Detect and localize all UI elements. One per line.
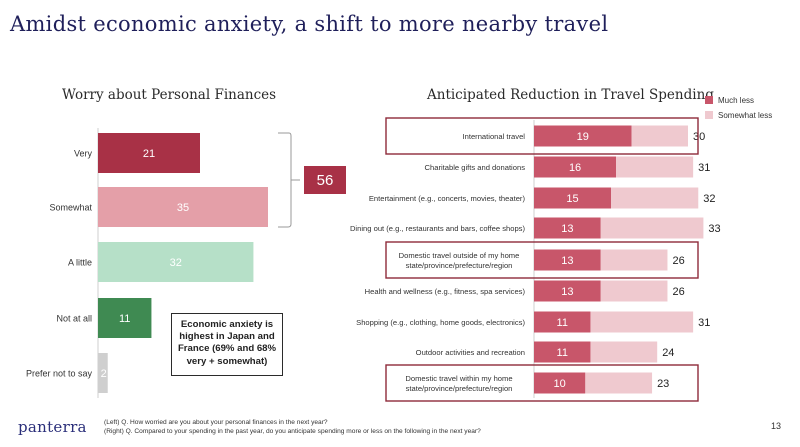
legend-label-much-less: Much less [718, 96, 754, 105]
left-category-label: Not at all [56, 314, 92, 324]
much-less-bar [534, 280, 601, 302]
much-less-value-label: 13 [561, 255, 573, 267]
callout-line: France (69% and 68% [177, 343, 277, 355]
somewhat-less-bar [600, 249, 668, 271]
callout-box: Economic anxiety is highest in Japan and… [171, 313, 283, 376]
total-value-label: 32 [703, 193, 715, 205]
left-bar-value-label: 21 [143, 148, 155, 160]
right-category-label: state/province/prefecture/region [406, 261, 513, 270]
total-value-label: 26 [672, 286, 684, 298]
right-category-label: Entertainment (e.g., concerts, movies, t… [369, 194, 526, 203]
much-less-bar [534, 187, 611, 209]
much-less-value-label: 16 [569, 162, 581, 174]
somewhat-less-bar [590, 311, 694, 333]
left-category-label: Somewhat [49, 203, 92, 213]
somewhat-less-bar [616, 156, 694, 178]
legend-swatch-much-less [705, 96, 713, 104]
much-less-value-label: 10 [554, 378, 566, 390]
left-chart-title: Worry about Personal Finances [62, 87, 277, 103]
right-category-label: Domestic travel within my home [405, 374, 512, 383]
total-value-label: 24 [662, 347, 674, 359]
total-value-label: 26 [672, 255, 684, 267]
right-category-label: Charitable gifts and donations [425, 163, 526, 172]
much-less-bar [534, 311, 591, 333]
right-category-label: Domestic travel outside of my home [399, 251, 520, 260]
somewhat-less-bar [590, 341, 658, 363]
callout-line: highest in Japan and [179, 331, 275, 343]
highlight-box [385, 241, 699, 279]
left-bar-value-label: 35 [177, 202, 189, 214]
bracket-total-box [304, 166, 346, 194]
left-category-label: A little [68, 258, 92, 268]
right-category-label: state/province/prefecture/region [406, 384, 513, 393]
right-chart-title: Anticipated Reduction in Travel Spending [427, 87, 714, 103]
much-less-bar [534, 217, 601, 239]
somewhat-less-bar [600, 217, 704, 239]
total-value-label: 30 [693, 131, 705, 143]
total-value-label: 23 [657, 378, 669, 390]
much-less-value-label: 13 [561, 286, 573, 298]
footnote-right: (Right) Q. Compared to your spending in … [104, 428, 481, 435]
somewhat-less-bar [611, 187, 699, 209]
legend-label-somewhat-less: Somewhat less [718, 111, 772, 120]
highlight-box [385, 364, 699, 402]
much-less-bar [534, 156, 617, 178]
left-bar [98, 242, 254, 282]
left-bar [98, 187, 268, 227]
somewhat-less-bar [631, 125, 688, 147]
callout-line: Economic anxiety is [180, 319, 274, 330]
much-less-value-label: 11 [557, 347, 568, 359]
much-less-bar [534, 341, 591, 363]
right-category-label: International travel [463, 132, 526, 141]
footnote-left: (Left) Q. How worried are you about your… [104, 419, 328, 426]
left-category-label: Very [74, 149, 93, 159]
left-bar [98, 133, 200, 173]
left-bar-value-label: 32 [170, 257, 182, 269]
brand-logo: panterra [18, 418, 87, 436]
much-less-bar [534, 249, 601, 271]
legend-swatch-somewhat-less [705, 111, 713, 119]
much-less-value-label: 11 [557, 317, 568, 329]
callout-line: very + somewhat) [186, 355, 268, 367]
total-value-label: 31 [698, 162, 710, 174]
much-less-value-label: 15 [566, 193, 578, 205]
right-category-label: Outdoor activities and recreation [416, 348, 525, 357]
left-bar [98, 353, 108, 393]
left-category-label: Prefer not to say [26, 369, 93, 379]
right-category-label: Health and wellness (e.g., fitness, spa … [365, 287, 526, 296]
bracket-total-label: 56 [317, 172, 334, 189]
left-bar-value-label: 2 [101, 368, 107, 380]
much-less-value-label: 19 [577, 131, 589, 143]
much-less-bar [534, 372, 586, 394]
right-category-label: Shopping (e.g., clothing, home goods, el… [356, 318, 525, 327]
much-less-bar [534, 125, 632, 147]
bracket-line [278, 132, 292, 228]
left-bar-value-label: 11 [119, 313, 130, 325]
total-value-label: 33 [708, 223, 720, 235]
page-number: 13 [771, 421, 782, 431]
somewhat-less-bar [585, 372, 653, 394]
much-less-value-label: 13 [561, 223, 573, 235]
somewhat-less-bar [600, 280, 668, 302]
page-title: Amidst economic anxiety, a shift to more… [10, 12, 609, 36]
right-category-label: Dining out (e.g., restaurants and bars, … [350, 224, 526, 233]
total-value-label: 31 [698, 317, 710, 329]
left-bar [98, 298, 152, 338]
highlight-box [385, 117, 699, 155]
